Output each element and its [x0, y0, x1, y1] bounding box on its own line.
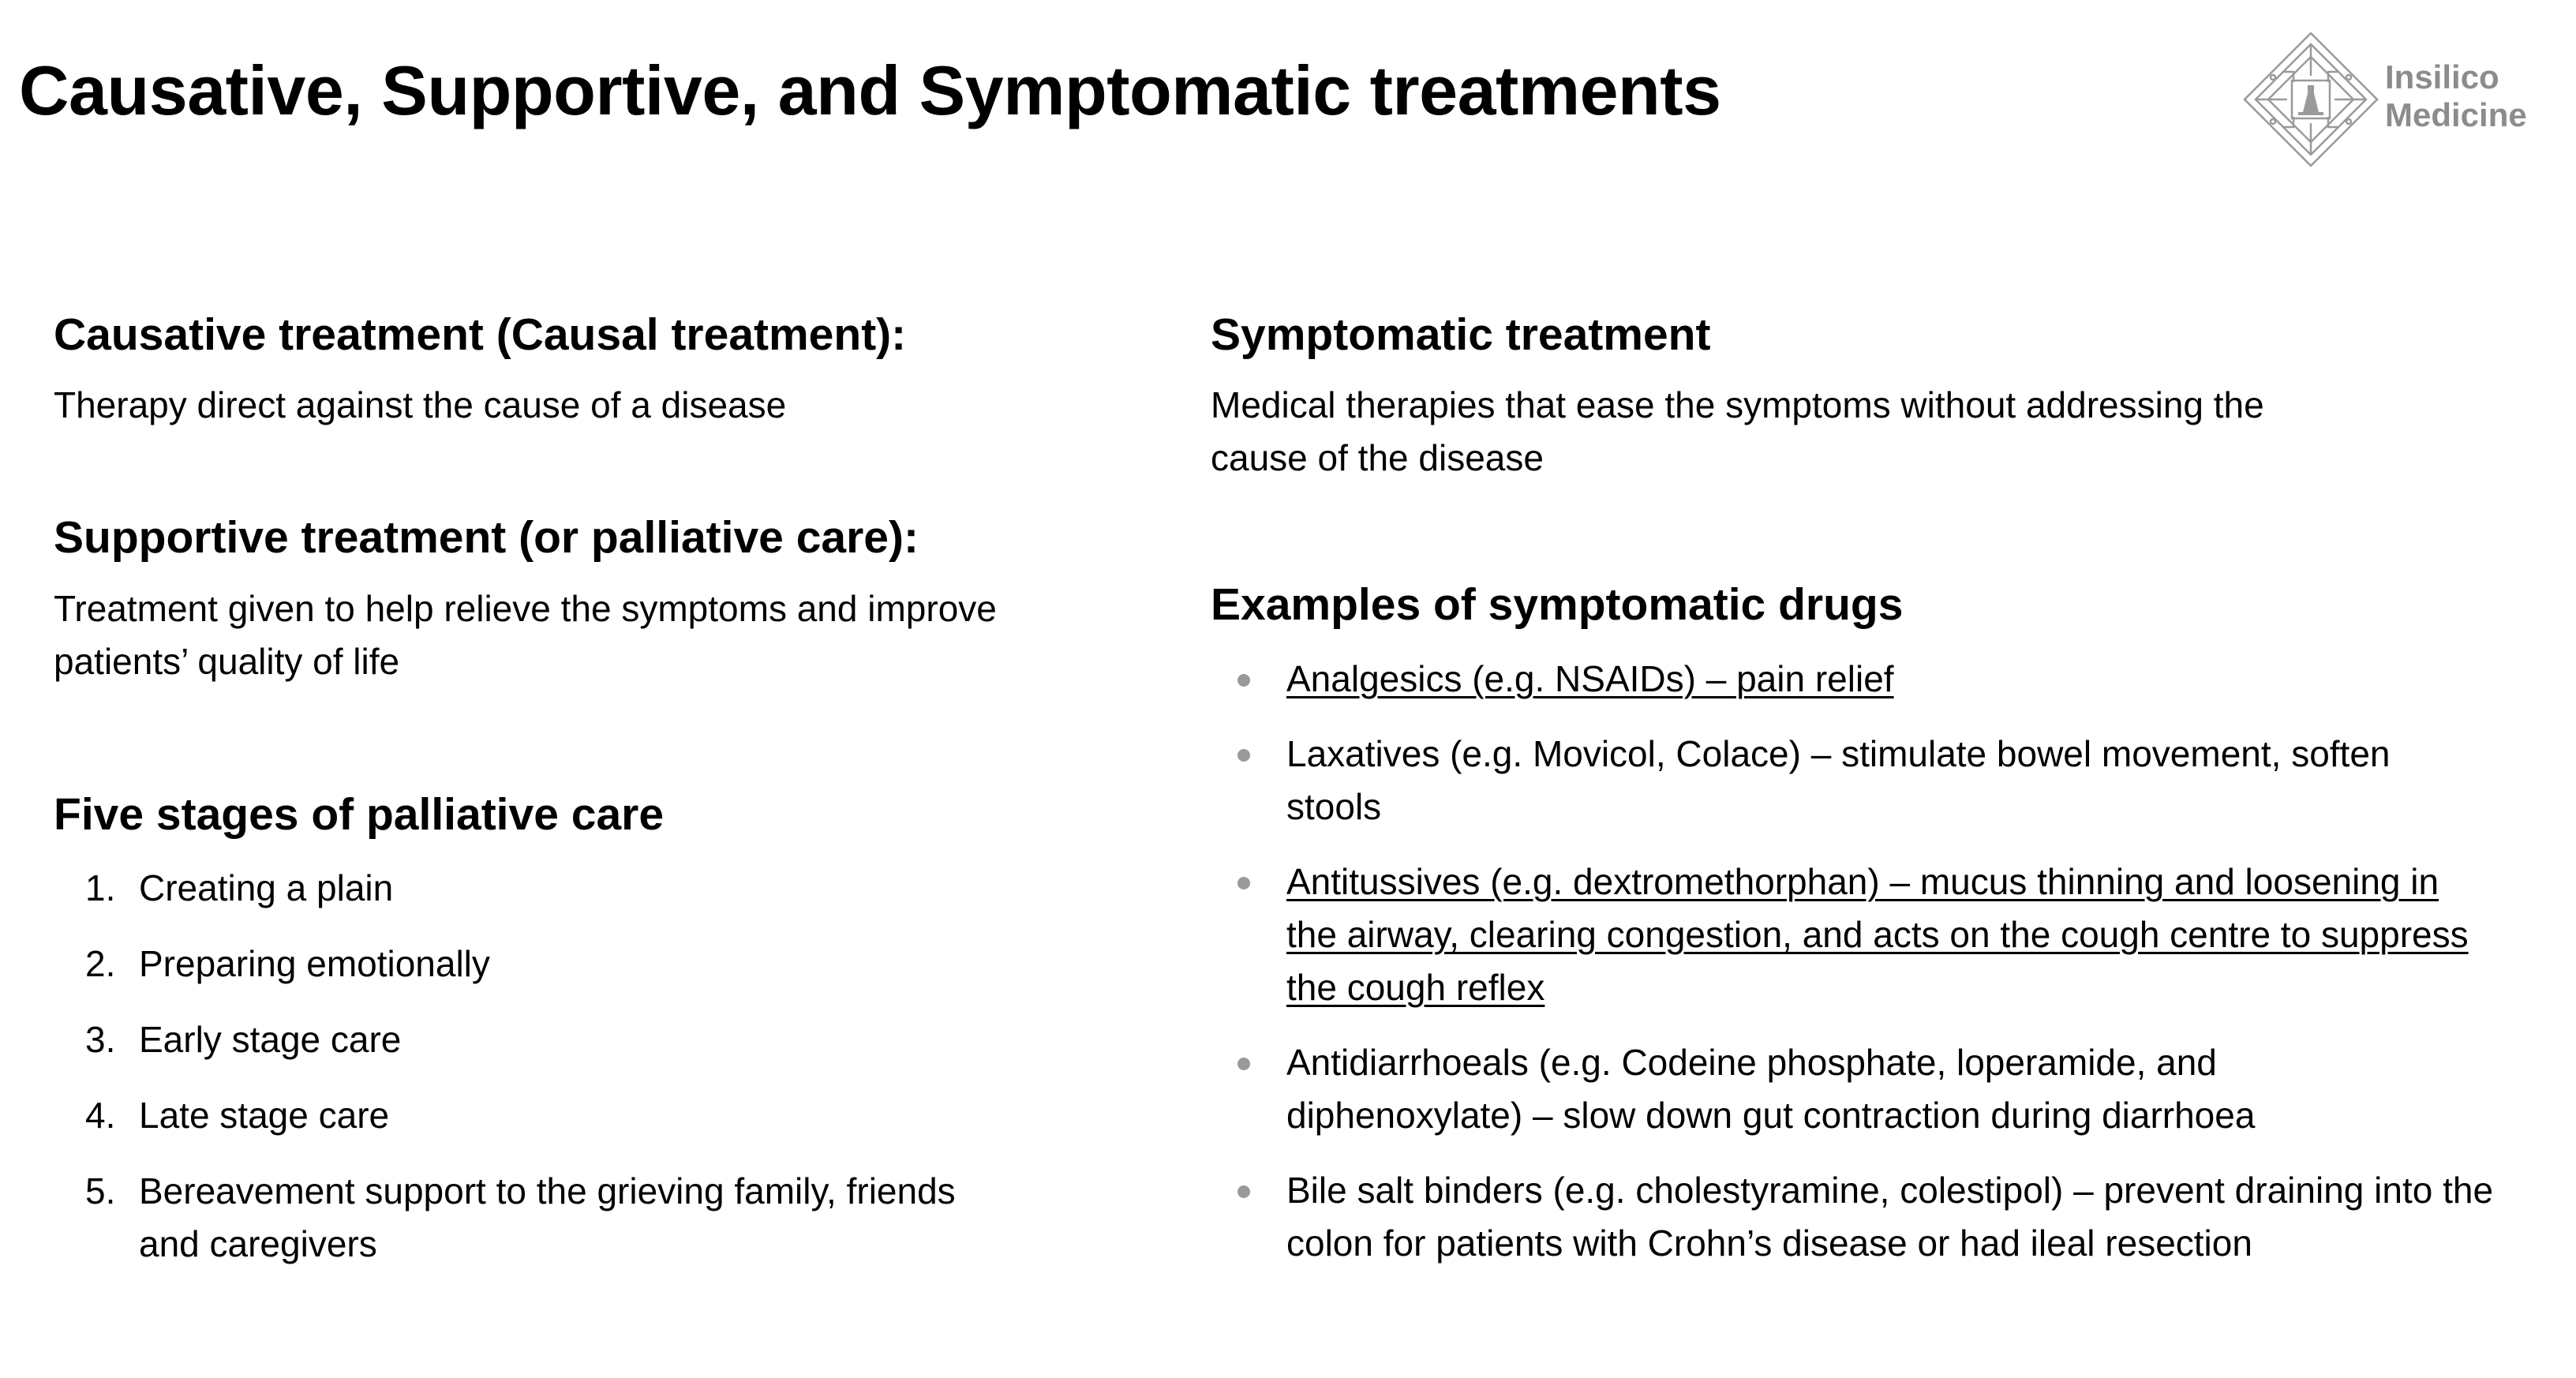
- supportive-heading-bold: Supportive treatment: [54, 512, 507, 564]
- causative-body: Therapy direct against the cause of a di…: [54, 384, 787, 426]
- bullet-icon: [1237, 1185, 1250, 1198]
- bullet-icon: [1237, 673, 1250, 687]
- examples-heading: Examples of symptomatic drugs: [1211, 578, 2505, 631]
- list-text: Analgesics (e.g. NSAIDs) – pain relief: [1286, 657, 1894, 699]
- list-number: 2.: [85, 943, 116, 985]
- bullet-icon: [1237, 876, 1250, 889]
- insilico-diamond-logo-icon: [2243, 32, 2379, 167]
- examples-heading-text: Examples of symptomatic drugs: [1211, 579, 1904, 631]
- symptomatic-heading-text: Symptomatic treatment: [1211, 309, 1711, 360]
- list-number: 1.: [85, 867, 116, 909]
- supportive-body: Treatment given to help relieve the symp…: [54, 587, 997, 682]
- list-text: Creating a plain: [139, 867, 394, 909]
- list-number: 4.: [85, 1095, 116, 1136]
- list-number: 3.: [85, 1019, 116, 1061]
- examples-list: Analgesics (e.g. NSAIDs) – pain relief L…: [1211, 653, 2505, 1270]
- causative-section: Causative treatment (Causal treatment): …: [54, 308, 1143, 432]
- list-number: 5.: [85, 1170, 116, 1212]
- list-text: Bereavement support to the grieving fami…: [139, 1170, 956, 1265]
- list-text: Laxatives (e.g. Movicol, Colace) – stimu…: [1286, 732, 2391, 827]
- list-item: 3. Early stage care: [54, 1013, 1143, 1066]
- symptomatic-heading: Symptomatic treatment: [1211, 308, 2505, 361]
- symptomatic-section: Symptomatic treatment Medical therapies …: [1211, 308, 2505, 485]
- list-item: 2. Preparing emotionally: [54, 938, 1143, 990]
- list-item: 4. Late stage care: [54, 1089, 1143, 1142]
- list-item: Antitussives (e.g. dextromethorphan) – m…: [1211, 856, 2494, 1014]
- right-column: Symptomatic treatment Medical therapies …: [1211, 308, 2505, 1292]
- logo-line-2: Medicine: [2385, 96, 2527, 133]
- bullet-icon: [1237, 748, 1250, 762]
- stages-list: 1. Creating a plain 2. Preparing emotional…: [54, 862, 1143, 1271]
- slide-title: Causative, Supportive, and Symptomatic t…: [19, 51, 1721, 129]
- list-text: Bile salt binders (e.g. cholestyramine, …: [1286, 1169, 2494, 1264]
- list-item: Antidiarrhoeals (e.g. Codeine phosphate,…: [1211, 1036, 2407, 1142]
- list-item: Analgesics (e.g. NSAIDs) – pain relief: [1211, 653, 2505, 706]
- list-text: Antidiarrhoeals (e.g. Codeine phosphate,…: [1286, 1041, 2256, 1136]
- supportive-heading: Supportive treatment (or palliative care…: [54, 511, 1143, 564]
- list-item: Bile salt binders (e.g. cholestyramine, …: [1211, 1164, 2565, 1270]
- list-text: Late stage care: [139, 1095, 390, 1136]
- supportive-section: Supportive treatment (or palliative care…: [54, 511, 1143, 687]
- list-item: 5. Bereavement support to the grieving fa…: [54, 1165, 960, 1271]
- company-logo: Insilico Medicine: [2241, 30, 2557, 169]
- list-text: Antitussives (e.g. dextromethorphan) – m…: [1286, 860, 2469, 1008]
- logo-wordmark: Insilico Medicine: [2385, 58, 2527, 134]
- supportive-heading-rest: (or palliative care):: [506, 512, 919, 564]
- symptomatic-body: Medical therapies that ease the symptoms…: [1211, 384, 2264, 479]
- list-item: 1. Creating a plain: [54, 862, 1143, 915]
- causative-heading-bold: Causative treatment: [54, 309, 484, 360]
- list-text: Preparing emotionally: [139, 943, 490, 985]
- causative-heading: Causative treatment (Causal treatment):: [54, 308, 1143, 361]
- left-column: Causative treatment (Causal treatment): …: [54, 308, 1143, 1294]
- list-text: Early stage care: [139, 1019, 402, 1061]
- stages-section: Five stages of palliative care 1. Creatin…: [54, 788, 1143, 1271]
- stages-heading: Five stages of palliative care: [54, 788, 1143, 841]
- logo-line-1: Insilico: [2385, 58, 2499, 95]
- causative-heading-rest: (Causal treatment):: [483, 309, 907, 360]
- list-item: Laxatives (e.g. Movicol, Colace) – stimu…: [1211, 728, 2407, 833]
- stages-heading-text: Five stages of palliative care: [54, 788, 665, 840]
- examples-section: Examples of symptomatic drugs Analgesics…: [1211, 578, 2505, 1269]
- bullet-icon: [1237, 1057, 1250, 1070]
